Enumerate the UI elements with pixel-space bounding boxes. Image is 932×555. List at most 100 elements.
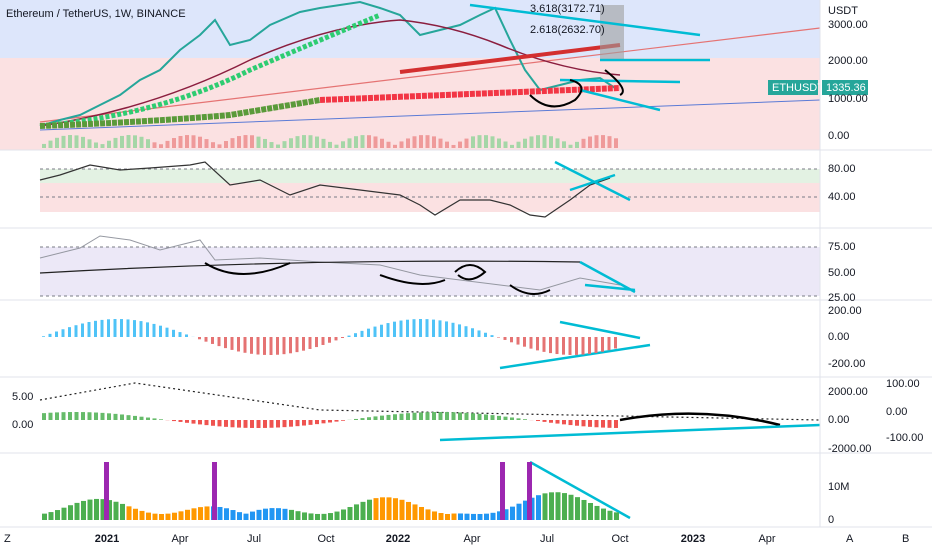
macd-bar [315, 337, 318, 347]
macd-bar [361, 331, 364, 337]
osc-bar [263, 420, 267, 428]
macd-bar [562, 337, 565, 355]
macd-bar [146, 322, 149, 337]
osc-bar [146, 418, 150, 420]
osc-bar [400, 414, 404, 420]
footer-label: B [902, 533, 909, 545]
macd-bar [374, 327, 377, 337]
macd-bar [283, 337, 286, 354]
price-volume-bar [387, 142, 391, 148]
price-volume-bar [270, 142, 274, 148]
macd-bar [575, 337, 578, 355]
volume-bar [42, 514, 47, 520]
price-volume-bar [569, 145, 573, 148]
axis-unit: USDT [828, 5, 858, 17]
osc-bar [504, 417, 508, 420]
osc-bar [127, 415, 131, 420]
macd-bar [406, 320, 409, 337]
osc-bar [523, 419, 527, 420]
macd-bar [439, 320, 442, 337]
price-volume-bar [185, 135, 189, 148]
osc-bar [562, 420, 566, 424]
macd-bar [127, 319, 130, 337]
volume-bar [465, 514, 470, 520]
osc-bar [94, 413, 98, 420]
osc-bar [328, 420, 332, 422]
price-volume-bar [146, 139, 150, 148]
volume-bar [49, 512, 54, 520]
macd-bar [504, 337, 507, 340]
volume-bar [244, 514, 249, 520]
price-volume-bar [211, 142, 215, 148]
macd-bar [426, 319, 429, 337]
price-volume-bar [601, 135, 605, 148]
price-volume-bar [231, 138, 235, 148]
volume-bar [367, 500, 372, 520]
volume-spike [212, 462, 217, 520]
volume-bar [445, 514, 450, 520]
macd-bar [335, 337, 338, 340]
time-axis-label: 2021 [95, 533, 119, 545]
macd-bar [484, 333, 487, 337]
volume-bar [341, 509, 346, 520]
volume-bar [62, 508, 67, 520]
volume-bar [608, 511, 613, 520]
price-volume-bar [55, 138, 59, 148]
macd-bar [185, 334, 188, 337]
price-volume-bar [543, 135, 547, 148]
price-volume-bar [114, 138, 118, 148]
macd-bar [478, 330, 481, 337]
osc-bar [315, 420, 319, 424]
volume-bar [536, 495, 541, 520]
macd-bar [465, 326, 468, 337]
osc-bar [445, 412, 449, 420]
volume-bar [588, 503, 593, 520]
fib-label: 3.618(3172.71) [530, 3, 605, 15]
price-volume-bar [192, 135, 196, 148]
price-volume-bar [322, 139, 326, 148]
time-axis-label: Apr [171, 533, 188, 545]
osc-bar [367, 417, 371, 420]
osc-bar [309, 420, 313, 425]
osc-bar [205, 420, 209, 425]
price-volume-bar [562, 141, 566, 148]
price-axis-label: 2000.00 [828, 55, 868, 67]
price-volume-bar [263, 139, 267, 148]
volume-bar [426, 509, 431, 520]
price-volume-bar [549, 136, 553, 148]
time-axis-label: Oct [611, 533, 628, 545]
volume-bar [127, 506, 132, 520]
osc-bar [608, 420, 612, 428]
osc-bar [614, 420, 618, 428]
volume-bar [94, 499, 99, 520]
osc-bar [68, 412, 72, 420]
price-volume-bar [354, 136, 358, 148]
macd-bar [81, 323, 84, 337]
macd-bar [445, 321, 448, 337]
osc-bar [296, 420, 300, 426]
price-volume-bar [335, 145, 339, 148]
osc-bar [172, 420, 176, 421]
macd-bar [419, 319, 422, 337]
volume-bar [380, 497, 385, 520]
price-volume-bar [478, 135, 482, 148]
macd-bar [107, 319, 110, 337]
price-volume-bar [159, 144, 163, 148]
price-volume-bar [536, 135, 540, 148]
price-volume-bar [582, 139, 586, 148]
osc-bar [406, 413, 410, 420]
macd-bar [400, 321, 403, 337]
price-volume-bar [614, 138, 618, 148]
volume-bar [172, 513, 177, 520]
price-volume-bar [179, 136, 183, 148]
volume-bar [458, 513, 463, 520]
axis-label: 80.00 [828, 163, 856, 175]
price-volume-bar [484, 135, 488, 148]
price-volume-bar [426, 135, 430, 148]
price-volume-bar [439, 139, 443, 148]
osc-bar [595, 420, 599, 427]
macd-bar [510, 337, 513, 342]
macd-bar [380, 325, 383, 337]
macd-bar [322, 337, 325, 345]
volume-bar [562, 493, 567, 520]
